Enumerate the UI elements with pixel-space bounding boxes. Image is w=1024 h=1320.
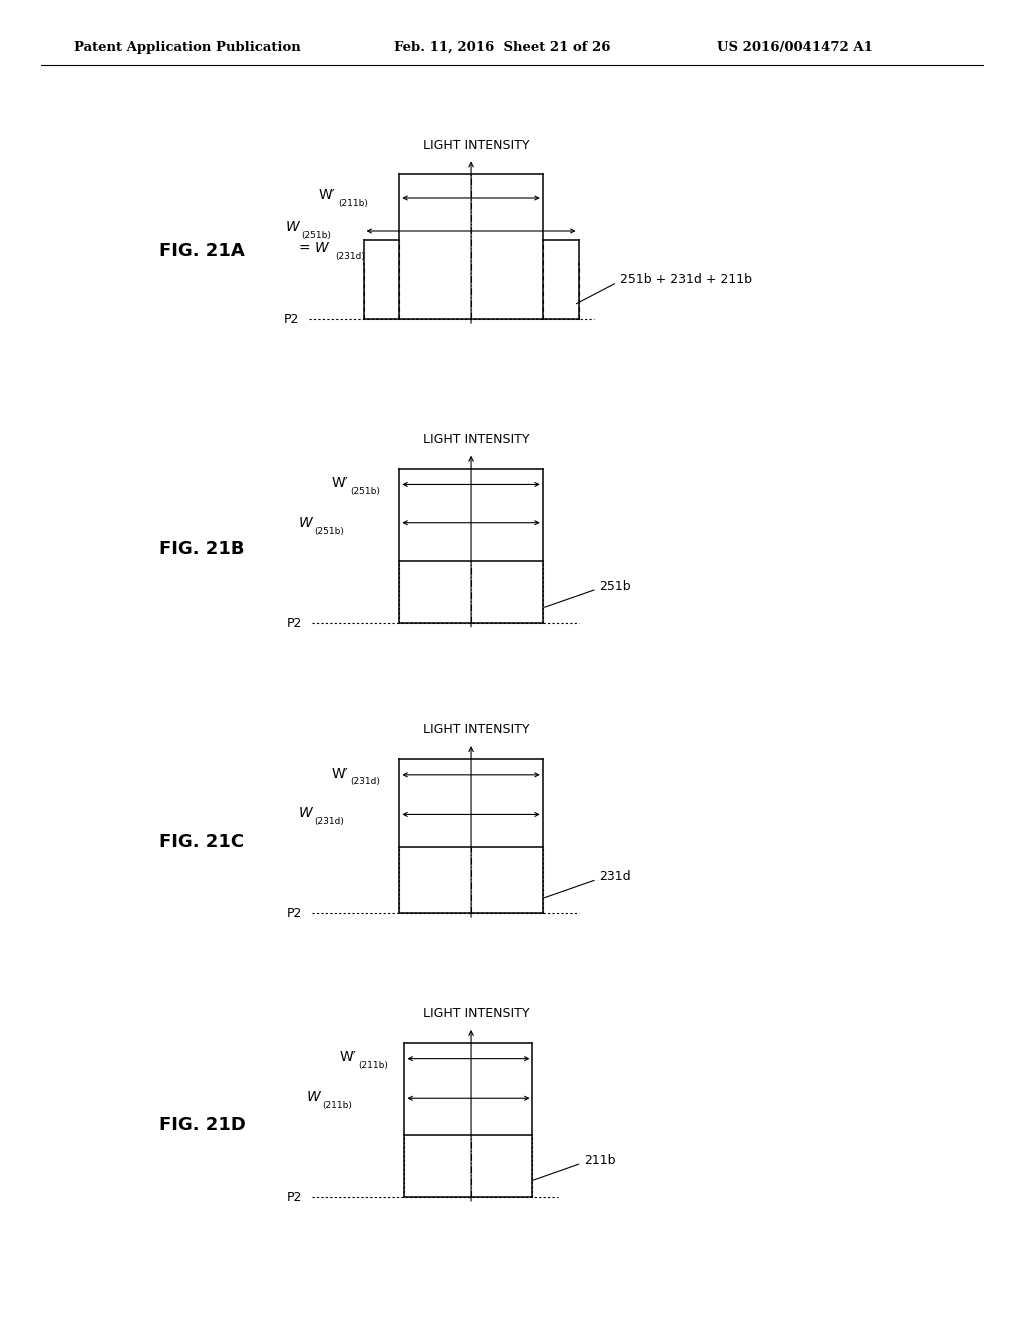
Text: FIG. 21B: FIG. 21B <box>159 540 244 558</box>
Text: 231d: 231d <box>599 870 631 883</box>
Text: (211b): (211b) <box>358 1061 388 1071</box>
Text: Patent Application Publication: Patent Application Publication <box>74 41 300 54</box>
Text: 251b: 251b <box>599 579 631 593</box>
Text: W′: W′ <box>332 767 348 780</box>
Text: FIG. 21A: FIG. 21A <box>159 242 245 260</box>
Text: 211b: 211b <box>584 1154 615 1167</box>
Text: W′: W′ <box>340 1051 356 1064</box>
Text: (211b): (211b) <box>338 199 368 209</box>
Text: (231d): (231d) <box>314 817 344 826</box>
Text: LIGHT INTENSITY: LIGHT INTENSITY <box>423 139 529 152</box>
Text: P2: P2 <box>287 616 302 630</box>
Text: P2: P2 <box>287 907 302 920</box>
Text: (231d): (231d) <box>350 777 380 787</box>
Text: W: W <box>299 807 312 820</box>
Text: W′: W′ <box>332 477 348 490</box>
Text: (211b): (211b) <box>323 1101 352 1110</box>
Text: W: W <box>286 220 299 234</box>
Text: LIGHT INTENSITY: LIGHT INTENSITY <box>423 433 529 446</box>
Text: 251b + 231d + 211b: 251b + 231d + 211b <box>620 273 752 286</box>
Text: LIGHT INTENSITY: LIGHT INTENSITY <box>423 723 529 737</box>
Text: FIG. 21C: FIG. 21C <box>159 833 244 851</box>
Text: (231d): (231d) <box>335 252 365 261</box>
Text: (251b): (251b) <box>301 231 331 240</box>
Text: (251b): (251b) <box>350 487 380 496</box>
Text: FIG. 21D: FIG. 21D <box>159 1115 246 1134</box>
Text: P2: P2 <box>284 313 299 326</box>
Text: Feb. 11, 2016  Sheet 21 of 26: Feb. 11, 2016 Sheet 21 of 26 <box>394 41 610 54</box>
Text: W′: W′ <box>319 189 336 202</box>
Text: (251b): (251b) <box>314 527 344 536</box>
Text: W: W <box>307 1090 321 1104</box>
Text: LIGHT INTENSITY: LIGHT INTENSITY <box>423 1007 529 1020</box>
Text: US 2016/0041472 A1: US 2016/0041472 A1 <box>717 41 872 54</box>
Text: W: W <box>299 516 312 529</box>
Text: = W: = W <box>299 242 329 255</box>
Text: P2: P2 <box>287 1191 302 1204</box>
